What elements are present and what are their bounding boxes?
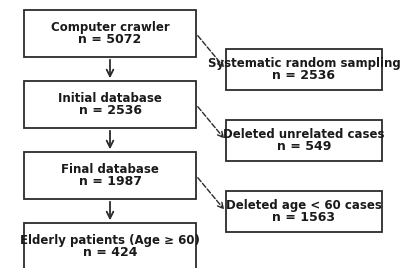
- Text: Initial database: Initial database: [58, 92, 162, 105]
- Text: Computer crawler: Computer crawler: [51, 21, 169, 34]
- Text: Deleted unrelated cases: Deleted unrelated cases: [223, 128, 385, 141]
- Text: n = 2536: n = 2536: [272, 69, 336, 82]
- Text: Deleted age < 60 cases: Deleted age < 60 cases: [226, 199, 382, 212]
- FancyBboxPatch shape: [24, 10, 196, 57]
- FancyBboxPatch shape: [24, 81, 196, 128]
- Text: n = 549: n = 549: [277, 140, 331, 153]
- Text: n = 1987: n = 1987: [78, 175, 142, 188]
- Text: n = 2536: n = 2536: [78, 104, 142, 117]
- Text: n = 1563: n = 1563: [272, 211, 336, 224]
- FancyBboxPatch shape: [24, 223, 196, 268]
- Text: Elderly patients (Age ≥ 60): Elderly patients (Age ≥ 60): [20, 234, 200, 247]
- FancyBboxPatch shape: [226, 120, 382, 161]
- Text: n = 424: n = 424: [83, 246, 137, 259]
- Text: n = 5072: n = 5072: [78, 33, 142, 46]
- FancyBboxPatch shape: [226, 49, 382, 91]
- Text: Systematic random sampling: Systematic random sampling: [208, 57, 400, 70]
- Text: Final database: Final database: [61, 163, 159, 176]
- FancyBboxPatch shape: [226, 191, 382, 232]
- FancyBboxPatch shape: [24, 152, 196, 199]
